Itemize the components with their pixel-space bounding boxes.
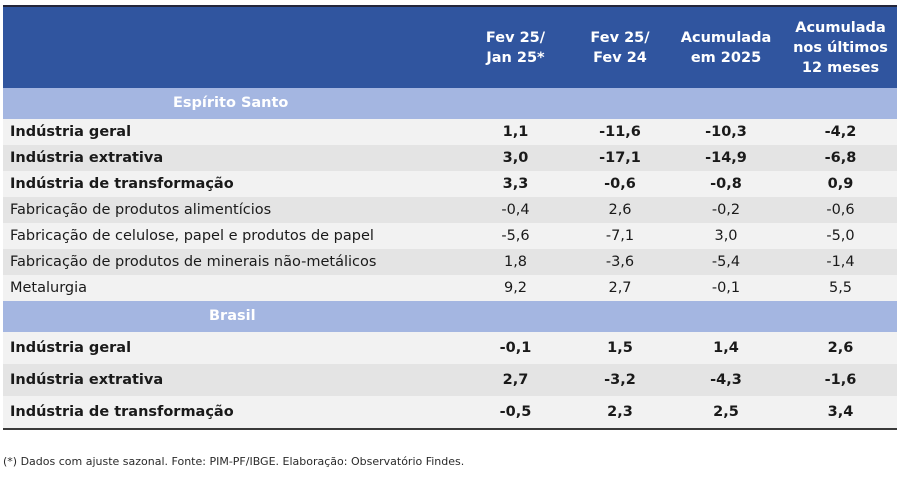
row-value: -11,6	[599, 124, 641, 140]
row-value: -3,6	[605, 254, 635, 270]
row-value: -1,4	[826, 254, 855, 270]
section-band: Brasil	[3, 301, 897, 332]
row-value: 2,6	[608, 202, 632, 218]
row-value: -0,8	[710, 176, 742, 192]
row-label: Indústria geral	[10, 124, 132, 140]
row-label: Indústria geral	[10, 340, 132, 356]
table-row: Fabricação de celulose, papel e produtos…	[3, 223, 897, 249]
row-value: 3,3	[502, 176, 529, 192]
column-header-fev25-fev24: Fev 25/Fev 24	[572, 7, 668, 88]
row-value: 2,7	[502, 372, 529, 388]
row-label: Indústria de transformação	[10, 404, 234, 420]
col-header-line: Fev 24	[593, 49, 647, 66]
table-row: Metalurgia 9,2 2,7 -0,1 5,5	[3, 275, 897, 301]
row-value: -0,2	[711, 202, 741, 218]
row-value: 3,4	[827, 404, 854, 420]
col-header-line: Acumulada	[795, 19, 886, 36]
row-value: 2,5	[713, 404, 739, 420]
table-row: Indústria de transformação 3,3 -0,6 -0,8 0,9	[3, 171, 897, 197]
row-label: Fabricação de produtos de minerais não-m…	[10, 254, 377, 270]
row-value: -7,1	[605, 228, 635, 244]
industrial-production-table: Fev 25/Jan 25* Fev 25/Fev 24 Acumulada em…	[3, 5, 897, 430]
row-value: 2,3	[607, 404, 633, 420]
table-row: Indústria extrativa 3,0 -17,1 -14,9 -6,8	[3, 145, 897, 171]
col-header-line: nos últimos	[793, 39, 888, 56]
row-value: -4,2	[824, 124, 857, 140]
row-value: -14,9	[705, 150, 747, 166]
column-header-acumulada-2025: Acumulada em 2025	[668, 7, 784, 88]
row-value: -5,6	[501, 228, 530, 244]
table-row: Indústria geral -0,1 1,5 1,4 2,6	[3, 332, 897, 364]
column-header-fev25-jan25: Fev 25/Jan 25*	[459, 7, 572, 88]
section-espirito-santo: Espírito Santo Indústria geral 1,1 -11,6 -1…	[3, 88, 897, 301]
row-value: -0,6	[604, 176, 636, 192]
table-row: Indústria de transformação -0,5 2,3 2,5 3,4	[3, 396, 897, 428]
row-value: 3,0	[714, 228, 738, 244]
row-value: -1,6	[824, 372, 857, 388]
row-label: Indústria de transformação	[10, 176, 234, 192]
row-value: 1,4	[713, 340, 739, 356]
row-value: -5,0	[826, 228, 855, 244]
table-header: Fev 25/Jan 25* Fev 25/Fev 24 Acumulada em…	[3, 7, 897, 88]
row-value: -3,2	[604, 372, 636, 388]
table-row: Fabricação de produtos de minerais não-m…	[3, 249, 897, 275]
row-value: -17,1	[599, 150, 641, 166]
row-value: 1,5	[607, 340, 633, 356]
row-value: 9,2	[503, 280, 528, 296]
row-value: -0,5	[499, 404, 532, 420]
row-label: Indústria extrativa	[10, 372, 164, 388]
row-label: Fabricação de celulose, papel e produtos…	[10, 228, 374, 244]
row-value: -0,1	[499, 340, 532, 356]
col-header-line: Jan 25*	[486, 49, 545, 66]
section-title: Espírito Santo	[173, 95, 289, 111]
section-brasil: Brasil Indústria geral -0,1 1,5 1,4 2,6 Indús…	[3, 301, 897, 430]
table-row: Indústria extrativa 2,7 -3,2 -4,3 -1,6	[3, 364, 897, 396]
row-value: -5,4	[711, 254, 741, 270]
row-value: -0,4	[501, 202, 530, 218]
row-value: 3,0	[502, 150, 529, 166]
col-header-line: 12 meses	[801, 59, 880, 76]
section-title: Brasil	[209, 308, 256, 324]
row-label: Indústria extrativa	[10, 150, 164, 166]
column-header-acumulada-12-meses: Acumulada nos últimos 12 meses	[784, 7, 897, 88]
col-header-line: em 2025	[690, 49, 762, 66]
table-row: Indústria geral 1,1 -11,6 -10,3 -4,2	[3, 119, 897, 145]
col-header-line: Acumulada	[680, 29, 772, 46]
row-value: -4,3	[710, 372, 742, 388]
row-label: Fabricação de produtos alimentícios	[10, 202, 272, 218]
footnote: (*) Dados com ajuste sazonal. Fonte: PIM…	[3, 455, 465, 468]
row-value: 2,6	[827, 340, 854, 356]
header-label-cell	[3, 7, 459, 88]
row-value: -0,1	[711, 280, 741, 296]
row-value: 2,7	[608, 280, 632, 296]
row-value: 5,5	[828, 280, 853, 296]
section-band: Espírito Santo	[3, 88, 897, 119]
col-header-line: Fev 25/	[590, 29, 650, 46]
table-row: Fabricação de produtos alimentícios -0,4 2…	[3, 197, 897, 223]
row-value: 1,1	[502, 124, 529, 140]
row-value: -10,3	[705, 124, 747, 140]
row-value: 1,8	[503, 254, 528, 270]
col-header-line: Fev 25/	[485, 29, 546, 46]
row-value: 0,9	[827, 176, 854, 192]
row-value: -0,6	[826, 202, 855, 218]
row-value: -6,8	[824, 150, 857, 166]
row-label: Metalurgia	[10, 280, 88, 296]
